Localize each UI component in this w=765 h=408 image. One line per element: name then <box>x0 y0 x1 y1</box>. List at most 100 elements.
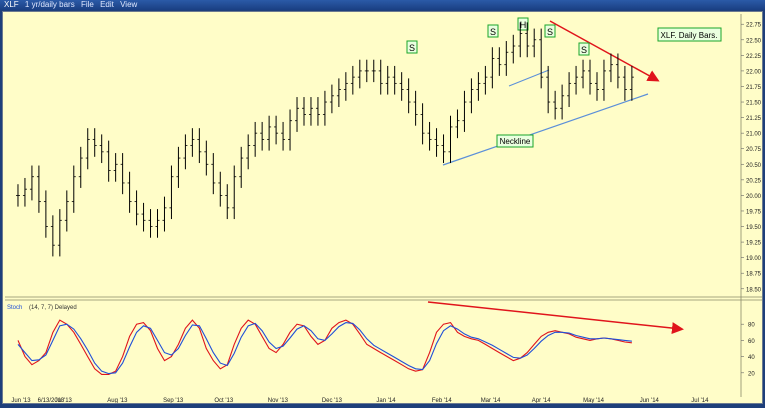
price-bar-18 <box>141 202 146 232</box>
price-tick-label-9: 20.75 <box>746 147 762 153</box>
label-s-head-right: S <box>544 24 556 38</box>
price-bar-4 <box>43 190 48 238</box>
price-tick-label-17: 22.75 <box>746 23 762 29</box>
price-tick-label-13: 21.75 <box>746 85 762 91</box>
label-s-head-left: S <box>487 24 499 38</box>
price-bar-77 <box>553 90 558 120</box>
price-bar-53 <box>385 65 390 95</box>
price-bar-7 <box>64 190 69 232</box>
price-tick-label-16: 22.50 <box>746 38 762 44</box>
price-bar-71 <box>511 34 516 64</box>
price-bar-87 <box>622 65 627 101</box>
price-bar-26 <box>197 128 202 164</box>
price-bar-0 <box>15 184 20 207</box>
x-tick-label-5: Oct '13 <box>214 398 233 403</box>
price-bar-14 <box>113 153 118 182</box>
price-bar-84 <box>601 59 606 101</box>
x-tick-label-11: Apr '14 <box>532 398 551 403</box>
period-label[interactable]: 1 yr/daily bars <box>24 0 75 9</box>
x-tick-label-12: May '14 <box>583 398 604 403</box>
price-tick-label-1: 18.75 <box>746 272 762 278</box>
price-bar-49 <box>357 59 362 89</box>
neckline-label: Neckline <box>496 134 534 148</box>
price-bar-2 <box>29 165 34 201</box>
price-bar-19 <box>148 209 153 238</box>
price-bar-59 <box>427 121 432 151</box>
price-bar-62 <box>448 115 453 164</box>
price-bar-1 <box>22 177 27 207</box>
svg-text:S: S <box>409 43 415 53</box>
symbol-label[interactable]: XLF <box>4 0 19 9</box>
price-bar-68 <box>490 47 495 89</box>
price-bar-20 <box>155 209 160 238</box>
price-bar-3 <box>36 165 41 213</box>
price-bar-61 <box>441 134 446 164</box>
menu-file[interactable]: File <box>80 0 94 9</box>
stoch-name: Stoch <box>7 305 22 311</box>
price-bar-40 <box>295 97 300 132</box>
price-bar-9 <box>78 146 83 188</box>
stoch-header: Stoch (14, 7, 7) Delayed <box>7 305 77 311</box>
stoch-tick-label-0: 20 <box>748 371 755 377</box>
price-bar-52 <box>378 59 383 95</box>
price-bar-69 <box>497 47 502 76</box>
svg-text:XLF. Daily Bars.: XLF. Daily Bars. <box>661 31 718 40</box>
price-tick-label-7: 20.25 <box>746 178 762 184</box>
price-bar-37 <box>274 115 279 145</box>
price-bar-15 <box>120 153 125 195</box>
price-bar-39 <box>288 109 293 151</box>
price-bar-13 <box>106 140 111 182</box>
price-tick-label-8: 20.50 <box>746 163 762 169</box>
price-bar-28 <box>211 153 216 195</box>
price-bar-64 <box>462 90 467 132</box>
stoch-tick-label-1: 40 <box>748 355 755 361</box>
x-tick-label-3: Aug '13 <box>107 398 128 403</box>
svg-text:S: S <box>490 27 496 37</box>
stoch-k-line <box>17 319 632 375</box>
price-bar-11 <box>92 128 97 157</box>
price-bar-54 <box>392 65 397 95</box>
x-tick-label-13: Jun '14 <box>640 398 660 403</box>
price-bar-63 <box>455 109 460 139</box>
price-bar-41 <box>301 97 306 126</box>
price-bar-72 <box>518 22 523 58</box>
price-bar-31 <box>232 165 237 220</box>
x-tick-label-4: Sep '13 <box>163 398 184 403</box>
menu-view[interactable]: View <box>120 0 138 9</box>
price-bar-82 <box>588 59 593 95</box>
price-bar-46 <box>336 78 341 108</box>
price-bar-80 <box>574 65 579 95</box>
price-tick-label-3: 19.25 <box>746 241 762 247</box>
x-tick-label-6: Nov '13 <box>268 398 289 403</box>
stoch-trend-arrow <box>427 301 684 335</box>
price-bar-48 <box>350 65 355 95</box>
price-bar-32 <box>239 146 244 188</box>
price-bar-55 <box>399 72 404 101</box>
price-bar-22 <box>169 165 174 220</box>
title-box: XLF. Daily Bars. <box>657 27 722 42</box>
price-bar-25 <box>190 128 195 157</box>
title-bar: XLF 1 yr/daily bars File Edit View <box>0 0 765 10</box>
x-tick-label-0: Jun '13 <box>11 398 31 403</box>
price-bar-42 <box>308 97 313 126</box>
x-tick-label-7: Dec '13 <box>322 398 343 403</box>
price-bar-47 <box>343 72 348 101</box>
price-bar-5 <box>50 215 55 257</box>
price-bar-10 <box>85 128 90 170</box>
menu-edit[interactable]: Edit <box>100 0 114 9</box>
x-tick-label-8: Jan '14 <box>376 398 396 403</box>
price-bar-30 <box>225 184 230 220</box>
price-bar-44 <box>322 90 327 126</box>
stoch-tick-label-2: 60 <box>748 339 755 345</box>
price-bar-27 <box>204 140 209 176</box>
price-bar-57 <box>413 90 418 126</box>
price-bar-23 <box>176 146 181 188</box>
chart-svg: S S H S S <box>5 14 762 404</box>
label-h-head: H <box>517 17 529 31</box>
price-bar-70 <box>504 41 509 76</box>
price-bar-65 <box>469 78 474 114</box>
stoch-d-line <box>17 322 632 375</box>
price-bar-35 <box>260 121 265 151</box>
price-bar-8 <box>71 165 76 213</box>
